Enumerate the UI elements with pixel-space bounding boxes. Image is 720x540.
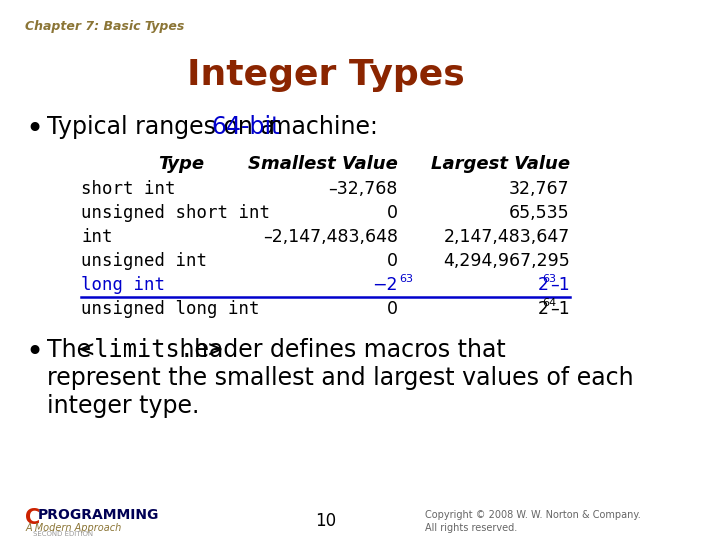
Text: 64-bit: 64-bit — [212, 115, 281, 139]
Text: –32,768: –32,768 — [328, 180, 398, 198]
Text: machine:: machine: — [261, 115, 378, 139]
Text: unsigned short int: unsigned short int — [81, 204, 271, 222]
Text: 0: 0 — [387, 252, 398, 270]
Text: •: • — [25, 338, 43, 367]
Text: –2,147,483,648: –2,147,483,648 — [263, 228, 398, 246]
Text: 64: 64 — [543, 298, 557, 308]
Text: Type: Type — [158, 155, 204, 173]
Text: •: • — [25, 115, 43, 144]
Text: 2: 2 — [538, 300, 549, 318]
Text: 32,767: 32,767 — [509, 180, 570, 198]
Text: Chapter 7: Basic Types: Chapter 7: Basic Types — [25, 20, 185, 33]
Text: –1: –1 — [550, 276, 570, 294]
Text: 0: 0 — [387, 300, 398, 318]
Text: 4,294,967,295: 4,294,967,295 — [443, 252, 570, 270]
Text: 0: 0 — [387, 204, 398, 222]
Text: –1: –1 — [550, 300, 570, 318]
Text: Integer Types: Integer Types — [186, 58, 464, 92]
Text: long int: long int — [81, 276, 166, 294]
Text: integer type.: integer type. — [47, 394, 199, 418]
Text: 63: 63 — [543, 274, 557, 284]
Text: PROGRAMMING: PROGRAMMING — [38, 508, 159, 522]
Text: A Modern Approach: A Modern Approach — [25, 523, 122, 533]
Text: SECOND EDITION: SECOND EDITION — [32, 531, 93, 537]
Text: C: C — [25, 508, 40, 528]
Text: represent the smallest and largest values of each: represent the smallest and largest value… — [47, 366, 634, 390]
Text: 2: 2 — [538, 276, 549, 294]
Text: short int: short int — [81, 180, 176, 198]
Text: Copyright © 2008 W. W. Norton & Company.
All rights reserved.: Copyright © 2008 W. W. Norton & Company.… — [425, 510, 641, 533]
Text: int: int — [81, 228, 113, 246]
Text: header defines macros that: header defines macros that — [172, 338, 506, 362]
Text: 2,147,483,647: 2,147,483,647 — [444, 228, 570, 246]
Text: unsigned int: unsigned int — [81, 252, 207, 270]
Text: −2: −2 — [372, 276, 398, 294]
Text: The: The — [47, 338, 99, 362]
Text: Largest Value: Largest Value — [431, 155, 570, 173]
Text: Smallest Value: Smallest Value — [248, 155, 398, 173]
Text: 63: 63 — [400, 274, 414, 284]
Text: <limits.h>: <limits.h> — [80, 338, 222, 362]
Text: Typical ranges on a: Typical ranges on a — [47, 115, 282, 139]
Text: 10: 10 — [315, 512, 336, 530]
Text: unsigned long int: unsigned long int — [81, 300, 260, 318]
Text: 65,535: 65,535 — [509, 204, 570, 222]
